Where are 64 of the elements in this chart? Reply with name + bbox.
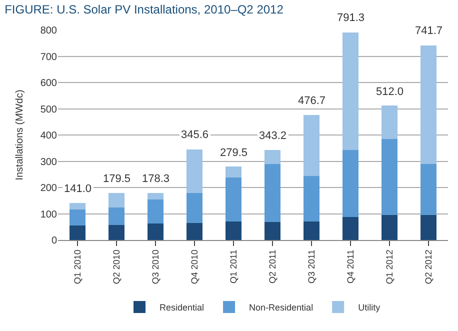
bar [420,214,436,240]
x-tick-label: Q3 2011 [306,250,316,284]
bar [264,222,280,240]
x-tick-label: Q3 2010 [150,250,160,284]
total-label: 345.6 [181,129,209,141]
total-label: 279.5 [220,147,248,159]
bar [226,166,242,178]
x-tick-label: Q1 2012 [384,250,394,284]
bar [304,221,320,240]
total-label: 141.0 [64,183,92,195]
bar [264,150,280,164]
x-tick-label: Q2 2012 [423,250,434,284]
bar [70,226,86,240]
legend-label: Non-Residential [249,302,314,313]
total-label: 476.7 [298,95,326,107]
bar [226,221,242,240]
x-tick-label: Q1 2010 [72,250,82,284]
total-label: 179.5 [103,173,131,185]
bar [342,216,358,240]
x-tick-label: Q2 2010 [111,250,122,284]
y-tick-label: 400 [40,130,58,142]
bar [382,214,398,240]
y-tick-label: 200 [40,183,58,194]
y-axis-title: Installations (MWdc) [14,90,26,180]
y-tick-label: 700 [40,52,58,63]
x-tick-label: Q1 2011 [228,250,238,284]
bar [148,224,164,240]
y-tick-label: 100 [40,209,58,220]
y-tick-label: 0 [51,236,58,246]
bar [304,176,320,222]
bar [342,150,358,217]
bar [70,202,86,210]
bar [186,192,202,223]
y-tick-label: 600 [40,78,58,89]
x-tick-label: Q4 2011 [345,250,356,284]
bar [70,209,86,226]
x-tick-label: Q2 2011 [267,250,278,284]
bar [186,222,202,240]
bar [108,225,124,240]
x-tick-label: Q4 2010 [189,250,200,284]
bar [148,199,164,224]
bar [108,208,124,226]
bar [382,106,398,140]
bar [342,32,358,150]
legend-label: Residential [160,302,204,313]
bar [226,178,242,222]
bar [420,164,436,215]
total-label: 791.3 [337,12,365,24]
bar [304,114,320,176]
total-label: 512.0 [376,86,404,98]
bar [108,192,124,208]
total-label: 741.7 [415,25,443,37]
legend-label: Utility [358,302,381,313]
y-tick-label: 800 [40,26,58,36]
bar [420,45,436,164]
bar [148,193,164,200]
bar [382,139,398,215]
y-tick-label: 300 [40,156,58,168]
total-label: 343.2 [259,130,287,142]
bar [186,149,202,193]
y-tick-label: 500 [40,104,58,116]
total-label: 178.3 [142,173,170,185]
chart-title: FIGURE: U.S. Solar PV Installations, 2010–Q2 2012 [4,2,284,16]
bar [264,164,280,222]
